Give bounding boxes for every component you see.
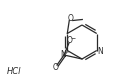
Text: O: O	[53, 63, 58, 72]
Text: O: O	[67, 14, 73, 23]
Text: N: N	[60, 50, 65, 59]
Text: HCl: HCl	[7, 66, 21, 76]
Text: +: +	[63, 50, 68, 54]
Text: −: −	[70, 35, 75, 40]
Text: O: O	[66, 36, 72, 45]
Text: N: N	[96, 47, 102, 56]
